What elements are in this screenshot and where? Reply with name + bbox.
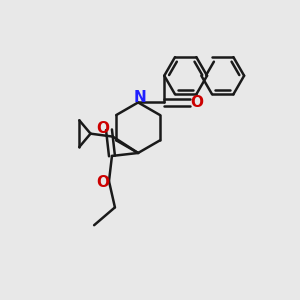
- Text: O: O: [190, 95, 203, 110]
- Text: N: N: [133, 90, 146, 105]
- Text: O: O: [96, 175, 109, 190]
- Text: O: O: [96, 121, 109, 136]
